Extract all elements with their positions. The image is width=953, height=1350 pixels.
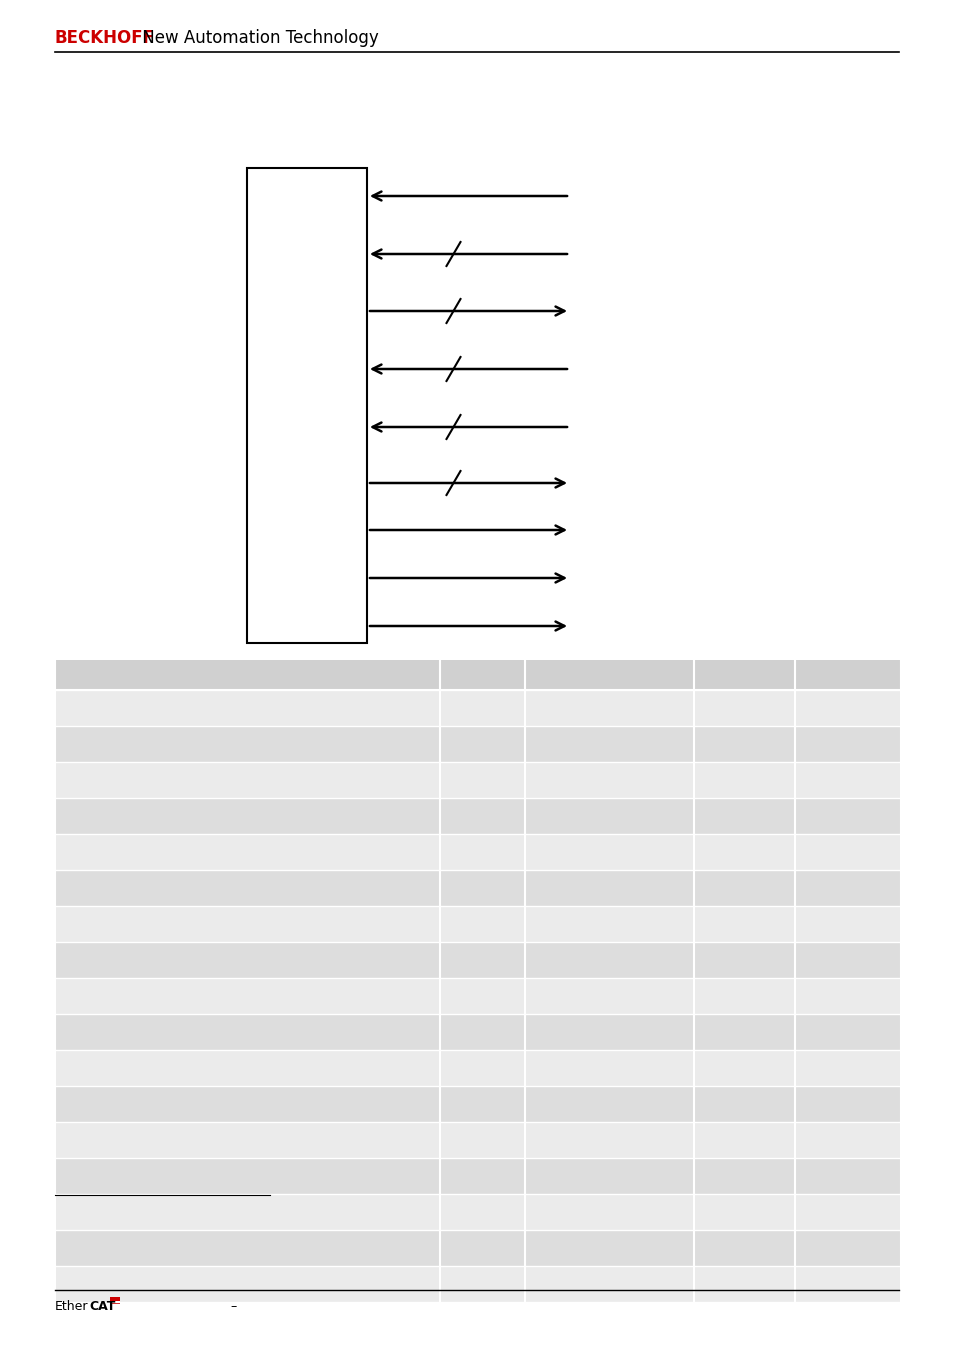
Bar <box>55 1085 900 1122</box>
Bar <box>55 869 900 906</box>
Text: Ether: Ether <box>55 1300 89 1314</box>
Bar <box>55 942 900 977</box>
Text: BECKHOFF: BECKHOFF <box>55 28 154 47</box>
Bar <box>55 690 900 726</box>
Bar <box>55 834 900 869</box>
Bar <box>55 1122 900 1158</box>
Bar <box>55 1266 900 1301</box>
Bar <box>55 660 900 690</box>
Bar <box>55 1158 900 1193</box>
Text: New Automation Technology: New Automation Technology <box>137 28 378 47</box>
Bar <box>55 726 900 761</box>
Bar <box>55 761 900 798</box>
Text: CAT: CAT <box>89 1300 115 1314</box>
Bar <box>55 1230 900 1266</box>
Bar <box>110 1301 120 1303</box>
Bar <box>55 906 900 942</box>
Bar <box>247 167 367 643</box>
Bar <box>55 798 900 834</box>
Text: –: – <box>230 1300 236 1314</box>
Bar <box>55 1014 900 1050</box>
Bar <box>55 977 900 1014</box>
Bar <box>55 1193 900 1230</box>
Bar <box>110 1297 120 1304</box>
Bar <box>55 1050 900 1085</box>
